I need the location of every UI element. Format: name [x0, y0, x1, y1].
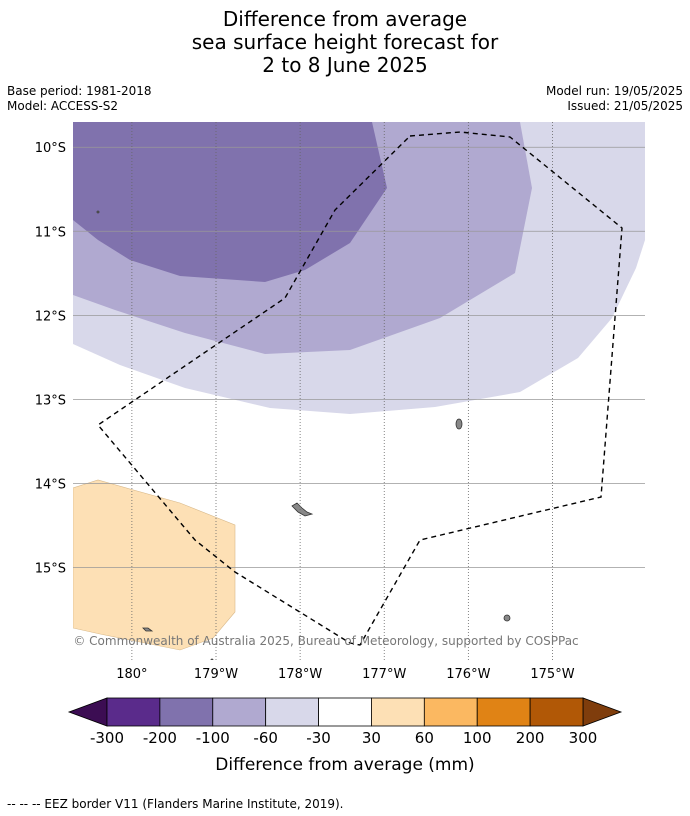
colorbar-tick-label: -200 — [143, 729, 177, 747]
meta-left: Base period: 1981-2018 Model: ACCESS-S2 — [7, 84, 152, 114]
colorbar-segment — [476, 697, 531, 727]
colorbar-tick-label: -300 — [90, 729, 124, 747]
lon-tick-label: 175°W — [530, 667, 574, 682]
lat-tick-label: 11°S — [35, 225, 66, 240]
anomaly-band-30-60 — [73, 479, 236, 651]
anomaly-band-minus200-minus100 — [73, 122, 387, 282]
colorbar-tick-label: -60 — [253, 729, 278, 747]
lon-tick-label: 178°W — [278, 667, 322, 682]
colorbar-over-arrow — [582, 697, 623, 727]
island — [455, 418, 463, 430]
colorbar-label: Difference from average (mm) — [215, 755, 474, 775]
colorbar-tick-label: 200 — [516, 729, 545, 747]
colorbar-segment — [371, 697, 425, 727]
eez-footnote: -- -- -- EEZ border V11 (Flanders Marine… — [7, 797, 344, 811]
base-period: Base period: 1981-2018 — [7, 84, 152, 98]
island — [291, 502, 314, 517]
lon-tick-label: 177°W — [362, 667, 406, 682]
colorbar-segment — [318, 697, 372, 727]
lat-tick-label: 15°S — [35, 562, 66, 577]
colorbar-segment — [159, 697, 214, 727]
colorbar-segment — [265, 697, 319, 727]
colorbar-segment — [212, 697, 267, 727]
title-line-3: 2 to 8 June 2025 — [262, 53, 428, 77]
model-name: Model: ACCESS-S2 — [7, 99, 119, 113]
island — [210, 658, 214, 660]
latitude-labels: 10°S 11°S 12°S 13°S 14°S 15°S — [35, 141, 66, 576]
meta-right: Model run: 19/05/2025 Issued: 21/05/2025 — [546, 84, 683, 114]
colorbar-segment — [106, 697, 161, 727]
lon-tick-label: 176°W — [446, 667, 490, 682]
lon-tick-label: 179°W — [194, 667, 238, 682]
colorbar: -300 -200 -100 -60 -30 30 60 100 200 300 — [67, 697, 623, 747]
copyright-notice: © Commonwealth of Australia 2025, Bureau… — [73, 634, 578, 648]
colorbar-segment — [529, 697, 584, 727]
colorbar-tick-label: 300 — [569, 729, 598, 747]
colorbar-under-arrow — [67, 697, 108, 727]
issued-date: Issued: 21/05/2025 — [567, 99, 683, 113]
lat-tick-label: 13°S — [35, 393, 66, 408]
lat-tick-label: 14°S — [35, 477, 66, 492]
colorbar-segment — [423, 697, 478, 727]
colorbar-tick-label: 30 — [362, 729, 381, 747]
map-grid — [73, 122, 645, 660]
title-line-1: Difference from average — [222, 7, 468, 31]
colorbar-tick-label: 100 — [463, 729, 492, 747]
title-line-2: sea surface height forecast for — [191, 30, 499, 54]
island — [96, 210, 100, 214]
map-title: Difference from average sea surface heig… — [0, 8, 690, 77]
lat-tick-label: 10°S — [35, 141, 66, 156]
lon-tick-label: 180° — [116, 667, 147, 682]
longitude-labels: 180° 179°W 178°W 177°W 176°W 175°W — [116, 667, 574, 682]
colorbar-tick-label: -100 — [196, 729, 230, 747]
island — [503, 614, 511, 622]
map-area — [73, 122, 645, 660]
island — [142, 627, 154, 632]
colorbar-tick-label: -30 — [306, 729, 331, 747]
model-run: Model run: 19/05/2025 — [545, 84, 683, 98]
colorbar-tick-label: 60 — [415, 729, 434, 747]
lat-tick-label: 12°S — [35, 309, 66, 324]
